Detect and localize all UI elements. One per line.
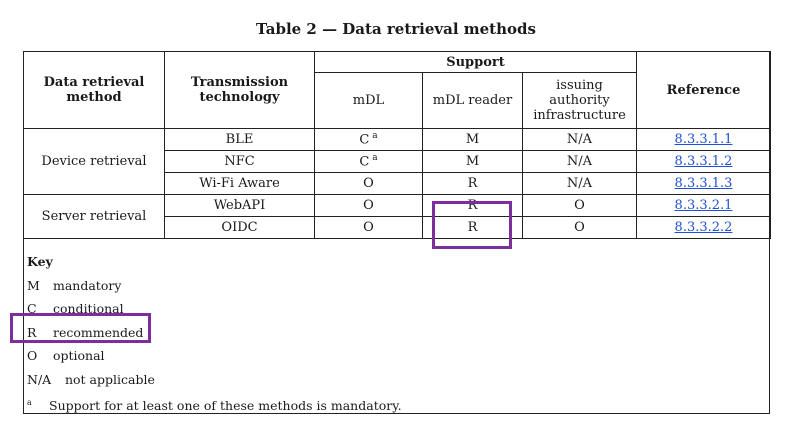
header-reference: Reference: [636, 51, 771, 129]
key-item: O optional: [27, 348, 105, 363]
key-footnote: a Support for at least one of these metho…: [27, 398, 402, 414]
group-label-device: Device retrieval: [23, 128, 165, 195]
key-item: M mandatory: [27, 277, 122, 293]
key-section: Key M mandatory C conditional R recommen…: [27, 250, 402, 418]
cell-issuing: N/A: [522, 172, 637, 195]
cell-reader: M: [422, 128, 523, 151]
cell-issuing: N/A: [522, 128, 637, 151]
table-title: Table 2 — Data retrieval methods: [256, 20, 536, 38]
header-mdl: mDL: [314, 72, 423, 129]
cell-reference: 8.3.3.1.2: [636, 150, 771, 173]
reference-link[interactable]: 8.3.3.1.3: [674, 176, 733, 191]
cell-tech: OIDC: [164, 216, 315, 239]
reference-link[interactable]: 8.3.3.2.1: [674, 198, 733, 213]
cell-mdl: O: [314, 216, 423, 239]
reference-link[interactable]: 8.3.3.1.2: [674, 154, 733, 169]
table-frame: [23, 51, 770, 414]
cell-issuing: N/A: [522, 150, 637, 173]
header-method: Data retrieval method: [23, 51, 165, 129]
data-retrieval-table: Data retrieval method Transmission techn…: [23, 51, 771, 239]
reference-link[interactable]: 8.3.3.1.1: [674, 132, 733, 147]
footnote-ref: a: [372, 153, 378, 164]
cell-reference: 8.3.3.2.1: [636, 194, 771, 217]
header-technology: Transmission technology: [164, 51, 315, 129]
key-item: R recommended: [27, 324, 144, 340]
table-row: Wi-Fi Aware O R N/A 8.3.3.1.3: [24, 172, 771, 195]
cell-reference: 8.3.3.1.3: [636, 172, 771, 195]
header-mdl-reader: mDL reader: [422, 72, 523, 129]
footnote-ref: a: [372, 131, 378, 142]
key-item: C conditional: [27, 301, 124, 316]
cell-reference: 8.3.3.2.2: [636, 216, 771, 239]
key-heading: Key: [27, 254, 53, 269]
key-item: N/A not applicable: [27, 371, 155, 387]
table-row: OIDC O R O 8.3.3.2.2: [24, 216, 771, 239]
cell-tech: Wi-Fi Aware: [164, 172, 315, 195]
reference-link[interactable]: 8.3.3.2.2: [674, 220, 733, 235]
